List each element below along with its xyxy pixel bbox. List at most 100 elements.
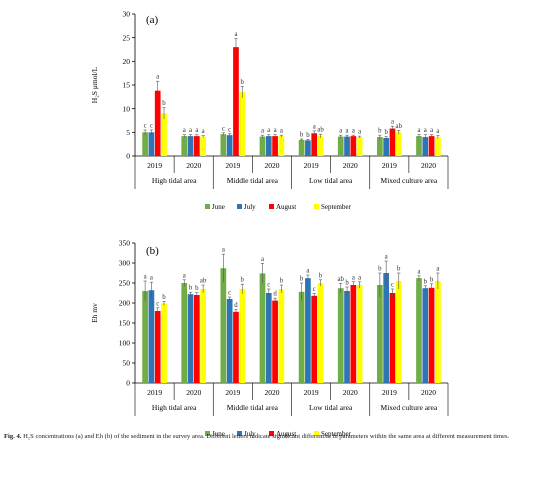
- panel-b-bar-june: [377, 285, 383, 383]
- panel-a-y-tick-label: 10: [123, 104, 131, 113]
- panel-b-area-label: High tidal area: [152, 403, 197, 412]
- panel-a-year-label: 2019: [147, 161, 162, 170]
- panel-a-significance-letter: b: [241, 79, 245, 86]
- panel-a-significance-letter: c: [222, 125, 225, 132]
- panel-a-significance-letter: a: [417, 127, 420, 134]
- panel-a-significance-letter: b: [384, 129, 388, 136]
- panel-a-legend-swatch-august: [269, 204, 274, 209]
- panel-b-significance-letter: d: [273, 291, 277, 298]
- panel-a-significance-letter: a: [313, 123, 316, 130]
- panel-a-significance-letter: a: [391, 119, 394, 126]
- panel-b-legend-label: August: [276, 430, 296, 438]
- panel-b-label: (b): [146, 245, 159, 257]
- panel-b-y-label: Eh mv: [90, 303, 99, 323]
- panel-b-significance-letter: a: [358, 274, 361, 281]
- panel-b-bar-july: [148, 290, 155, 383]
- panel-b-bar-august: [311, 295, 318, 383]
- panel-a-significance-letter: a: [234, 31, 237, 38]
- panel-b-year-label: 2019: [382, 388, 397, 397]
- panel-a-significance-letter: c: [150, 122, 153, 129]
- panel-b-significance-letter: a: [385, 254, 388, 261]
- panel-b-bar-september: [395, 281, 402, 383]
- panel-b-legend-swatch-july: [237, 431, 242, 436]
- panel-a-significance-letter: a: [274, 127, 277, 134]
- panel-a-bar-august: [272, 136, 278, 156]
- panel-a-significance-letter: a: [358, 129, 361, 136]
- panel-b-significance-letter: a: [183, 272, 186, 279]
- panel-a-y-tick-label: 5: [126, 128, 130, 137]
- panel-b-legend-swatch-september: [314, 431, 319, 436]
- panel-b-significance-letter: ab: [338, 276, 345, 283]
- panel-a-bar-september: [200, 136, 206, 156]
- panel-b-significance-letter: b: [162, 294, 166, 301]
- panel-a-year-label: 2020: [343, 161, 358, 170]
- panel-b-bar-june: [142, 291, 148, 383]
- panel-b-bar-july: [383, 273, 390, 383]
- panel-b-y-tick-label: 250: [119, 279, 131, 288]
- panel-b-year-label: 2019: [147, 388, 162, 397]
- panel-b-bar-september: [278, 289, 285, 383]
- panel-a-bar-august: [233, 47, 239, 157]
- panel-b-legend-swatch-june: [205, 431, 210, 436]
- panel-a-bar-july: [422, 137, 429, 156]
- panel-a-label: (a): [146, 14, 159, 26]
- panel-b-bar-august: [389, 293, 396, 383]
- panel-b-significance-letter: d: [234, 302, 238, 309]
- panel-a-significance-letter: ab: [317, 127, 324, 134]
- panel-b-bar-august: [272, 300, 278, 383]
- panel-a-significance-letter: a: [261, 128, 264, 135]
- panel-b-year-label: 2020: [343, 388, 358, 397]
- panel-b-bar-august: [428, 287, 435, 383]
- panel-b-significance-letter: b: [241, 277, 245, 284]
- panel-a-significance-letter: b: [378, 128, 382, 135]
- panel-a-significance-letter: a: [339, 128, 342, 135]
- panel-a-bar-september: [239, 92, 246, 156]
- panel-a-significance-letter: a: [352, 128, 355, 135]
- panel-b-bar-september: [435, 281, 441, 383]
- panel-b-significance-letter: a: [144, 274, 147, 281]
- panel-b-significance-letter: a: [222, 247, 225, 254]
- panel-a-legend-swatch-june: [205, 204, 210, 209]
- panel-b-bar-september: [200, 289, 206, 383]
- caption-text: H₂S concentrations (a) and Eh (b) of the…: [23, 433, 510, 440]
- panel-a-legend-label: July: [244, 203, 256, 211]
- panel-a-bar-september: [356, 137, 363, 156]
- panel-a-bar-july: [383, 138, 390, 156]
- panel-a-legend-swatch-july: [237, 204, 242, 209]
- panel-a-bar-september: [435, 137, 441, 156]
- panel-a-bar-june: [259, 136, 266, 156]
- panel-a-bar-june: [416, 136, 422, 156]
- panel-a-area-label: Mixed culture area: [381, 176, 438, 185]
- panel-b-significance-letter: b: [280, 278, 284, 285]
- panel-a-significance-letter: b: [306, 132, 310, 139]
- panel-b-bar-july: [265, 293, 272, 383]
- panel-b-y-tick-label: 300: [119, 259, 131, 268]
- panel-b-significance-letter: a: [352, 274, 355, 281]
- panel-a-bar-august: [193, 136, 200, 156]
- panel-b-year-label: 2020: [421, 388, 436, 397]
- panel-b-legend-label: July: [244, 430, 256, 438]
- panel-b-bar-july: [187, 294, 194, 383]
- panel-b-significance-letter: b: [319, 272, 323, 279]
- panel-b-area-label: Mixed culture area: [381, 403, 438, 412]
- panel-b-significance-letter: c: [391, 282, 394, 289]
- panel-b-significance-letter: b: [397, 266, 401, 273]
- panel-a-year-label: 2020: [264, 161, 279, 170]
- panel-a-significance-letter: a: [346, 128, 349, 135]
- panel-a-significance-letter: a: [436, 128, 439, 135]
- panel-b-bar-june: [416, 278, 422, 383]
- panel-a-bar-july: [148, 132, 155, 156]
- panel-a-significance-letter: a: [183, 127, 186, 134]
- panel-b-year-label: 2020: [186, 388, 201, 397]
- panel-b-bar-september: [239, 289, 246, 383]
- panel-a-significance-letter: c: [228, 126, 231, 133]
- panel-b-bar-september: [317, 283, 324, 383]
- panel-a-bar-july: [305, 140, 311, 156]
- panel-b-bar-june: [181, 283, 188, 383]
- panel-a-year-label: 2019: [304, 161, 319, 170]
- panel-b-bar-july: [305, 278, 311, 383]
- panel-a-bar-june: [377, 137, 383, 156]
- caption-label: Fig. 4.: [4, 433, 22, 440]
- panel-b-significance-letter: b: [378, 266, 382, 273]
- panel-a-y-tick-label: 0: [126, 152, 130, 161]
